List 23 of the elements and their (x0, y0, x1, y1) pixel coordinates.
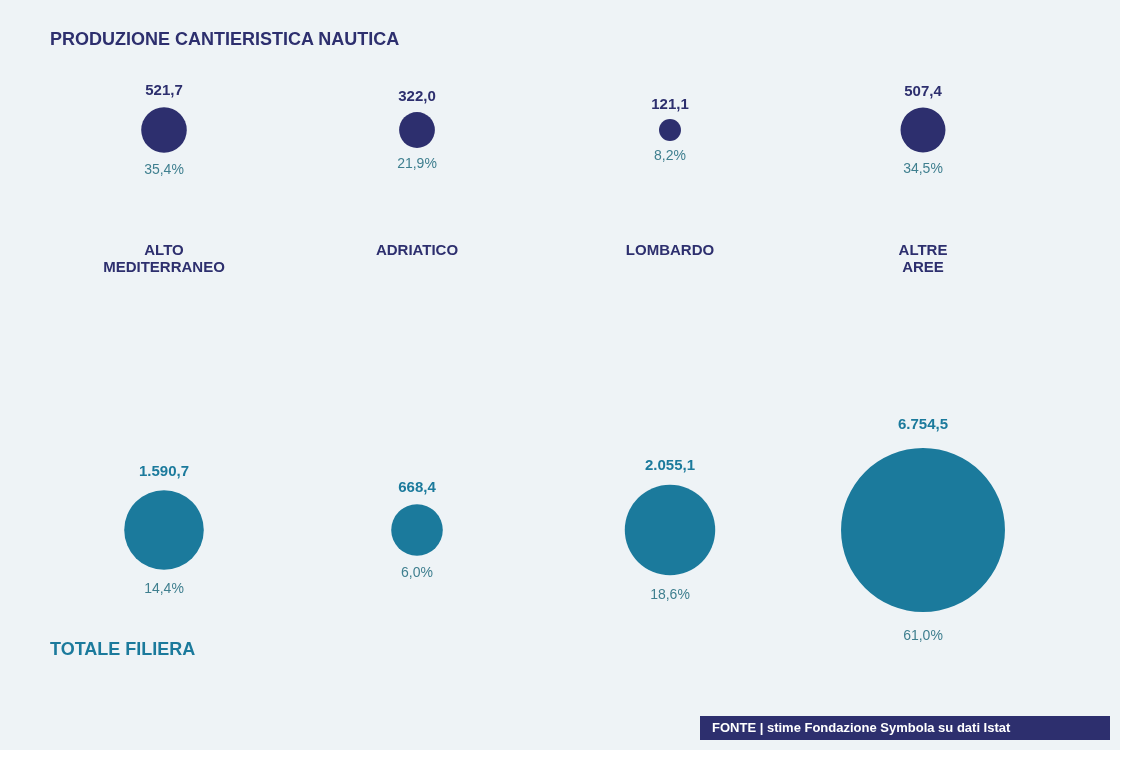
data-label: 521,7 (145, 81, 183, 99)
text: 21,9% (397, 155, 437, 172)
text: 34,5% (903, 160, 943, 177)
text: 61,0% (903, 627, 943, 644)
category-label: LOMBARDO (625, 241, 715, 258)
data-label: 1.590,7 (138, 462, 190, 480)
category-label: ADRIATICO (375, 241, 459, 258)
text: 18,6% (650, 586, 690, 603)
data-label: 668,4 (398, 477, 437, 495)
category-label: ALTO MEDITERRANEO (103, 241, 226, 275)
data-label: 322,0 (398, 86, 436, 104)
data-label: 507,4 (904, 81, 943, 99)
source-note: FONTE | stime Fondazione Symbola su dati Istat (712, 720, 1012, 735)
data-label: 2.055,1 (644, 455, 696, 473)
text: 6,0% (401, 564, 433, 581)
text: 14,4% (144, 579, 184, 596)
legend-label: PRODUZIONE CANTIERISTICA NAUTICA (50, 29, 400, 49)
category-label: ALTRE AREE (898, 241, 948, 275)
text: 8,2% (654, 147, 686, 164)
data-label: 6.754,5 (897, 414, 949, 432)
data-label: 121,1 (651, 94, 689, 112)
text: 35,4% (144, 160, 184, 177)
legend-label: TOTALE FILIERA (50, 639, 196, 659)
